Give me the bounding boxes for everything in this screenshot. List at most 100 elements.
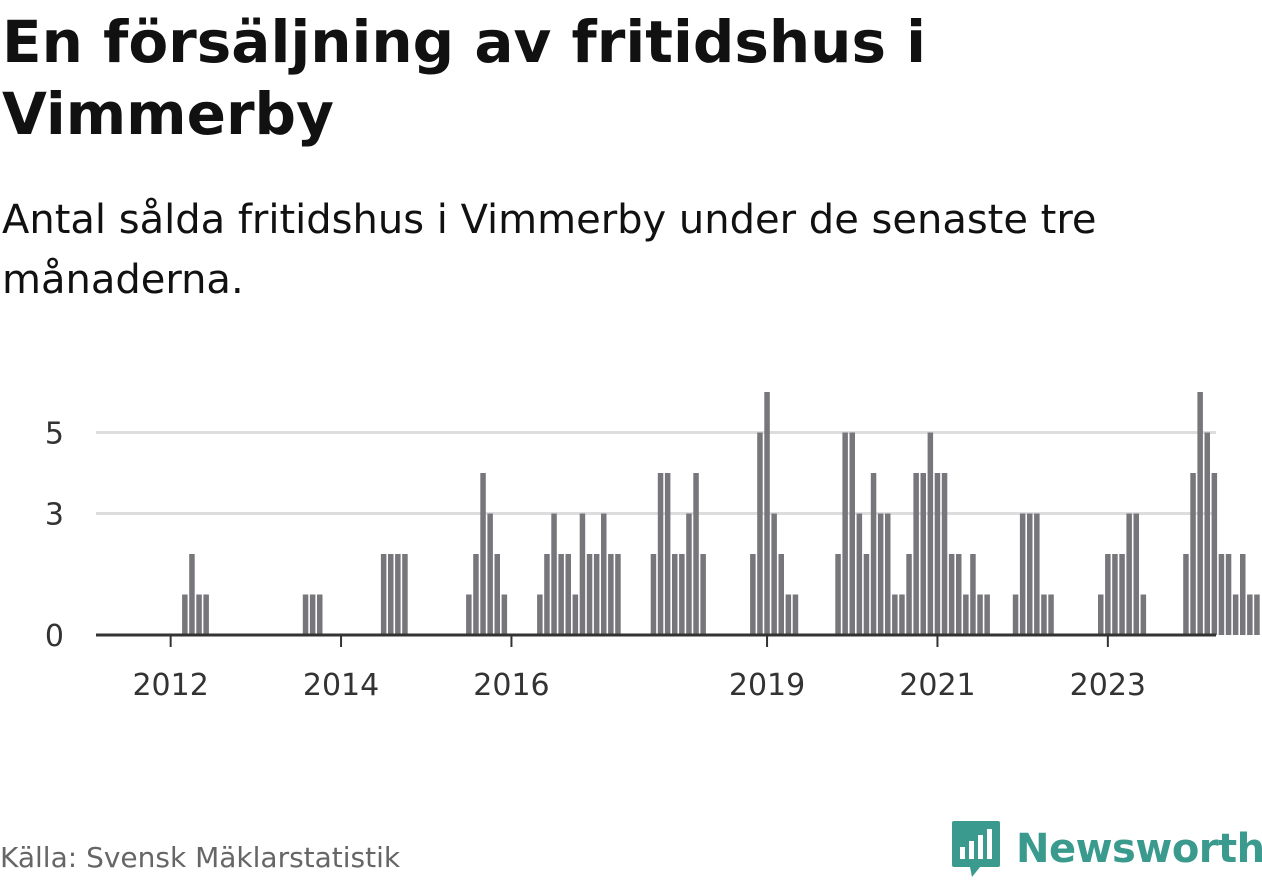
bar <box>1218 554 1225 635</box>
bar <box>1240 554 1246 635</box>
bar <box>572 594 579 635</box>
bar <box>785 594 792 635</box>
bar <box>1197 392 1203 635</box>
bar <box>970 554 976 635</box>
bar <box>963 594 969 635</box>
bar <box>700 554 706 635</box>
bar <box>551 513 557 635</box>
bar <box>948 554 955 635</box>
bar <box>558 554 564 635</box>
bar <box>402 554 408 635</box>
bar <box>778 554 784 635</box>
bar <box>984 594 990 635</box>
x-tick-label-2014: 2014 <box>303 668 379 703</box>
bar <box>494 554 500 635</box>
bar <box>302 594 309 635</box>
bar <box>1254 594 1260 635</box>
bar <box>650 554 657 635</box>
bar <box>1098 594 1104 635</box>
bar <box>920 473 926 635</box>
bar <box>657 473 664 635</box>
bar <box>1012 594 1019 635</box>
bar <box>586 554 593 635</box>
bar <box>1133 513 1139 635</box>
bar <box>686 513 692 635</box>
bar <box>771 513 777 635</box>
bar <box>615 554 621 635</box>
bar <box>693 473 699 635</box>
bar <box>835 554 841 635</box>
bar <box>1119 554 1125 635</box>
bar <box>672 554 678 635</box>
bar <box>1019 513 1026 635</box>
bar <box>1105 554 1111 635</box>
bar <box>1232 594 1239 635</box>
bar <box>1225 554 1232 635</box>
bar <box>792 594 799 635</box>
bar <box>877 513 884 635</box>
bar <box>856 513 863 635</box>
bar <box>593 554 600 635</box>
bar <box>487 513 493 635</box>
y-tick-label-0: 0 <box>45 619 64 654</box>
bar <box>1211 473 1218 635</box>
bar <box>842 432 848 635</box>
bar <box>1204 432 1210 635</box>
bar <box>1034 513 1040 635</box>
bar <box>565 554 571 635</box>
bar <box>480 473 486 635</box>
x-tick-label-2021: 2021 <box>899 668 975 703</box>
source-note: Källa: Svensk Mäklarstatistik <box>0 841 401 874</box>
y-axis-labels: 0 3 5 <box>45 417 64 655</box>
brand-logo: Newsworthy <box>950 818 1262 880</box>
x-axis <box>96 633 1216 647</box>
bar <box>885 513 891 635</box>
brand-name: Newsworthy <box>1016 826 1262 872</box>
x-tick-label-2023: 2023 <box>1070 668 1146 703</box>
bar <box>395 554 401 635</box>
bar <box>757 432 763 635</box>
bar <box>849 432 855 635</box>
bar <box>501 594 508 635</box>
bar <box>1190 473 1196 635</box>
bar <box>203 594 209 635</box>
bar <box>1126 513 1132 635</box>
bar <box>1041 594 1047 635</box>
bar <box>537 594 543 635</box>
bar <box>196 594 202 635</box>
bar <box>1247 594 1253 635</box>
bar <box>466 594 472 635</box>
y-tick-label-3: 3 <box>45 498 64 533</box>
bar <box>750 554 756 635</box>
bar <box>870 473 877 635</box>
bar <box>1112 554 1118 635</box>
x-tick-label-2019: 2019 <box>729 668 805 703</box>
bar <box>380 554 387 635</box>
bar <box>764 392 770 635</box>
bar <box>182 594 188 635</box>
bar <box>1183 554 1189 635</box>
bar <box>473 554 479 635</box>
bar <box>941 473 948 635</box>
newsworthy-bar-logo-icon <box>952 821 1000 877</box>
bars <box>182 392 1260 635</box>
bar <box>189 554 195 635</box>
gridlines <box>96 431 1216 515</box>
bar <box>544 554 550 635</box>
bar <box>309 594 316 635</box>
chart-title: En försäljning av fritidshus i Vimmerby <box>2 8 927 148</box>
chart-subtitle: Antal sålda fritidshus i Vimmerby under … <box>2 197 1097 303</box>
bar <box>927 432 934 635</box>
bar <box>977 594 983 635</box>
bar <box>1140 594 1147 635</box>
bar <box>913 473 919 635</box>
bar <box>317 594 323 635</box>
bar <box>1048 594 1054 635</box>
bar <box>1027 513 1033 635</box>
x-axis-labels: 2012 2014 2016 2019 2021 2023 <box>132 668 1146 703</box>
bar <box>934 473 941 635</box>
bar <box>608 554 614 635</box>
bar <box>601 513 607 635</box>
bar <box>892 594 898 635</box>
